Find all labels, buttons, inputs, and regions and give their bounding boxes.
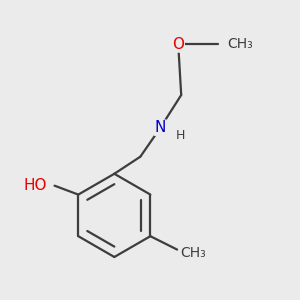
Text: H: H: [176, 129, 185, 142]
Text: HO: HO: [24, 178, 47, 193]
Text: CH₃: CH₃: [227, 38, 253, 52]
Text: CH₃: CH₃: [180, 245, 206, 260]
Text: N: N: [155, 120, 166, 135]
Text: O: O: [172, 37, 184, 52]
